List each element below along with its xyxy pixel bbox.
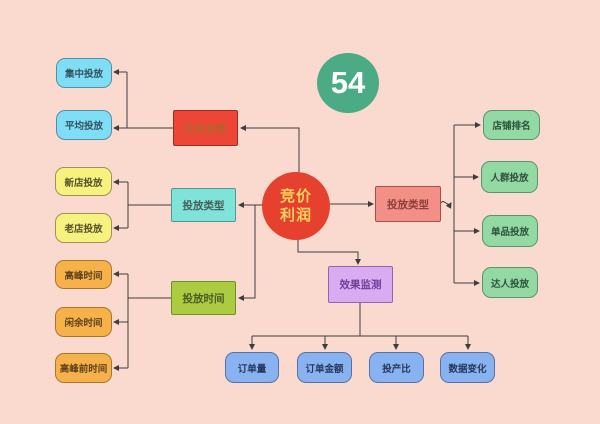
root-label: 竞价利润 bbox=[279, 187, 312, 225]
node-new-store-placement[interactable]: 新店投放 bbox=[55, 167, 112, 196]
node-effect-monitor[interactable]: 效果监测 bbox=[328, 266, 393, 303]
node-crowd-placement[interactable]: 人群投放 bbox=[481, 161, 538, 193]
badge-number: 54 bbox=[317, 53, 379, 113]
node-idle-time[interactable]: 闲余时间 bbox=[55, 307, 112, 337]
node-average-placement[interactable]: 平均投放 bbox=[56, 110, 112, 140]
node-data-change[interactable]: 数据变化 bbox=[440, 352, 495, 383]
node-placement-type-left[interactable]: 投放类型 bbox=[171, 188, 236, 222]
node-concentrated-placement[interactable]: 集中投放 bbox=[56, 58, 112, 88]
node-influencer-placement[interactable]: 达人投放 bbox=[482, 267, 538, 298]
node-old-store-placement[interactable]: 老店投放 bbox=[55, 213, 112, 243]
node-order-count[interactable]: 订单量 bbox=[225, 352, 279, 383]
node-placement-time[interactable]: 投放时间 bbox=[171, 281, 236, 315]
node-peak-time[interactable]: 高峰时间 bbox=[55, 260, 112, 289]
node-root-bidding-profit[interactable]: 竞价利润 bbox=[262, 172, 330, 240]
node-store-ranking[interactable]: 店铺排名 bbox=[483, 110, 540, 140]
node-invest-amount[interactable]: 投资金额 bbox=[173, 110, 238, 146]
node-placement-type-right[interactable]: 投放类型 bbox=[375, 186, 441, 222]
node-pre-peak-time[interactable]: 高峰前时间 bbox=[55, 353, 112, 383]
node-single-item-placement[interactable]: 单品投放 bbox=[482, 215, 538, 247]
node-roi[interactable]: 投产比 bbox=[369, 352, 424, 383]
node-order-amount[interactable]: 订单金额 bbox=[297, 352, 352, 383]
